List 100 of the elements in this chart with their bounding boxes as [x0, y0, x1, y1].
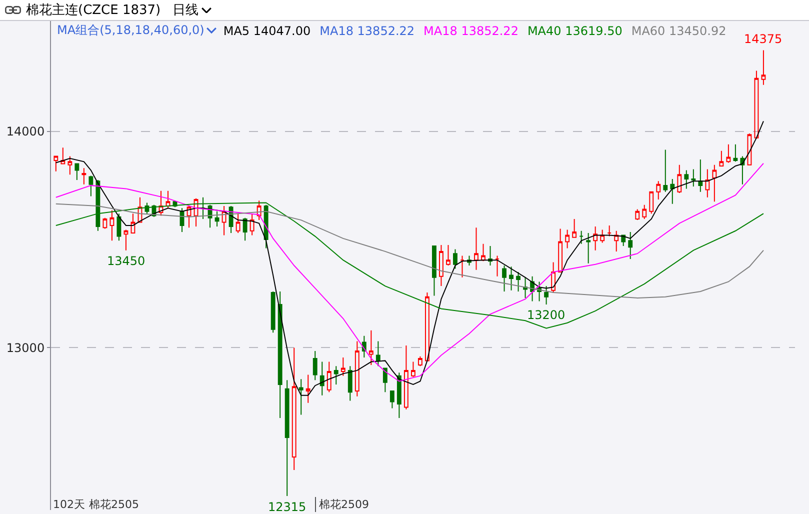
candlestick [326, 361, 332, 393]
candlestick [74, 163, 80, 181]
candlestick [663, 149, 668, 192]
annotation: 13200 [527, 308, 566, 322]
candlestick [460, 255, 464, 278]
candlestick [719, 150, 724, 166]
candlestick [250, 213, 254, 236]
text: MA40 13619.50 [527, 24, 622, 38]
candlestick [670, 178, 675, 204]
line-series [55, 203, 764, 298]
candlestick [649, 191, 654, 214]
y-tick-label: 14000 [6, 124, 45, 139]
candlestick [446, 244, 450, 266]
candlestick [586, 232, 591, 264]
candlestick [495, 255, 500, 277]
candlestick [558, 228, 563, 272]
candlestick [698, 158, 703, 192]
candlestick [256, 200, 262, 221]
annotation: 棉花2509 [315, 497, 369, 512]
candlestick [684, 170, 689, 190]
candlestick [96, 180, 100, 232]
candlestick [509, 266, 514, 291]
annotation: 102天 [53, 497, 85, 512]
candlestick [677, 164, 682, 194]
candlestick [194, 198, 198, 228]
candlestick [761, 50, 766, 86]
text: MA18 13852.22 [424, 24, 518, 38]
candlestick [733, 144, 738, 162]
candlestick [747, 133, 752, 166]
candlestick [551, 262, 556, 294]
candlestick [186, 206, 192, 228]
candlestick [124, 229, 128, 251]
candlestick [102, 217, 108, 230]
candlestick [453, 248, 458, 270]
candlestick [116, 213, 122, 242]
text: MA60 13450.92 [631, 24, 726, 38]
candlestick [236, 213, 240, 234]
candlestick [726, 144, 731, 164]
candlestick [410, 361, 416, 378]
line-series [55, 202, 764, 329]
candlestick [579, 230, 584, 244]
candlestick [705, 168, 710, 198]
candlestick [565, 229, 570, 249]
annotation: MA组合(5,18,18,40,60,0) [57, 22, 204, 39]
candlestick [222, 206, 226, 236]
candlestick [614, 230, 619, 252]
candlestick [404, 345, 408, 410]
candlestick [593, 226, 598, 251]
candlestick [242, 217, 248, 242]
candlestick [607, 224, 612, 237]
candlestick [600, 229, 605, 244]
candlestick [284, 380, 290, 496]
annotation: 12315 [268, 500, 306, 514]
candlestick [334, 366, 338, 385]
candlestick [516, 271, 520, 292]
candlestick [130, 213, 136, 234]
candlestick [278, 290, 282, 419]
candlestick [523, 276, 528, 298]
chart-title: 棉花主连(CZCE 1837) [26, 2, 161, 19]
candlestick [82, 168, 86, 185]
candlestick [166, 190, 170, 209]
candlestick [432, 246, 436, 296]
text: MA5 14047.00 [223, 24, 311, 38]
candlestick [264, 204, 268, 249]
candlestick [298, 378, 304, 416]
candlestick [306, 374, 310, 404]
candlestick [88, 175, 94, 197]
candlestick [656, 180, 661, 200]
candlestick [312, 350, 318, 381]
candlestick [292, 347, 296, 470]
candlestick [60, 147, 66, 164]
candlestick [54, 156, 58, 172]
candlestick [348, 366, 352, 402]
candlestick [572, 218, 577, 238]
candlestick [382, 368, 388, 393]
candlestick [270, 290, 276, 334]
candlestick [474, 227, 478, 270]
candlestick [158, 190, 164, 216]
candlestick [418, 356, 422, 367]
annotation: 13450 [107, 254, 146, 268]
candlestick [376, 340, 380, 367]
candlestick [340, 356, 346, 376]
candlestick [68, 156, 72, 176]
line-series [55, 120, 764, 396]
candlestick [424, 292, 430, 362]
annotation: MA18 13852.22 [320, 24, 415, 38]
candlestick [320, 361, 324, 396]
candlestick [390, 390, 394, 409]
candlestick [214, 210, 220, 228]
candlestick [635, 208, 640, 221]
candlestick [628, 231, 633, 260]
candlestick [368, 330, 374, 366]
chart-subtitle: 日线 [172, 2, 199, 19]
candlestick [439, 244, 444, 287]
annotation: 14375 [744, 32, 782, 46]
candlestick [138, 196, 142, 223]
line-series [55, 162, 764, 382]
candlestick [354, 340, 360, 397]
candlestick [712, 164, 717, 202]
candlestick [502, 265, 506, 292]
